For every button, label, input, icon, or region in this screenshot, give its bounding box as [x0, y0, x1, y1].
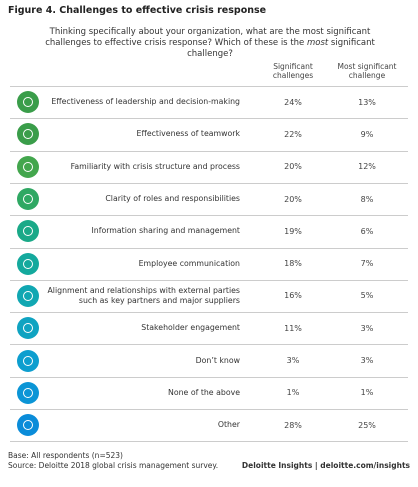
- row-label: Alignment and relationships with externa…: [47, 285, 240, 305]
- column-header: Significant challenges: [272, 62, 314, 80]
- significant-value: 24%: [284, 97, 302, 107]
- most-significant-value: 3%: [360, 356, 374, 366]
- significant-value: 28%: [284, 420, 302, 430]
- row-label: Stakeholder engagement: [141, 323, 240, 333]
- significant-value: 16%: [284, 291, 302, 301]
- question-text: Thinking specifically about your organiz…: [45, 27, 371, 48]
- row-label: Clarity of roles and responsibilities: [105, 194, 240, 204]
- icon-glyph: [23, 420, 33, 431]
- row-icon: [17, 349, 39, 372]
- row-separator: [10, 86, 408, 87]
- icon-glyph: [23, 161, 33, 172]
- row-label: None of the above: [168, 387, 240, 397]
- row-separator: [10, 247, 408, 249]
- significant-value: 22%: [284, 129, 302, 139]
- row-separator: [10, 409, 408, 410]
- icon-glyph: [23, 194, 33, 205]
- most-significant-value: 8%: [360, 194, 374, 204]
- row-icon: [17, 123, 39, 146]
- most-significant-value: 9%: [360, 129, 374, 139]
- row-label: Employee communication: [138, 258, 240, 268]
- row-separator: [10, 312, 408, 314]
- column-header: Most significant challenge: [337, 62, 397, 80]
- significant-value: 18%: [284, 259, 302, 269]
- most-significant-value: 3%: [360, 323, 374, 333]
- most-significant-value: 6%: [360, 226, 374, 236]
- footer-base: Base: All respondents (n=523): [8, 451, 123, 460]
- row-separator: [10, 150, 408, 152]
- significant-value: 20%: [284, 162, 302, 172]
- row-label: Effectiveness of leadership and decision…: [51, 97, 240, 107]
- row-icon: [17, 91, 39, 114]
- row-separator: [10, 182, 408, 184]
- row-separator: [10, 441, 408, 443]
- most-significant-value: 12%: [358, 162, 376, 172]
- icon-glyph: [23, 226, 33, 237]
- significant-value: 20%: [284, 194, 302, 204]
- icon-glyph: [23, 129, 33, 140]
- most-significant-value: 5%: [360, 291, 374, 301]
- row-label: Don’t know: [195, 355, 240, 365]
- row-icon: [17, 155, 39, 178]
- row-separator: [10, 215, 408, 217]
- question-text: significant challenge?: [187, 38, 375, 59]
- significant-value: 19%: [284, 226, 302, 236]
- row-icon: [17, 220, 39, 243]
- row-label: Other: [217, 420, 240, 430]
- icon-glyph: [23, 355, 33, 366]
- row-label: Familiarity with crisis structure and pr…: [70, 161, 240, 171]
- row-icon: [17, 317, 39, 340]
- row-label: Effectiveness of teamwork: [136, 129, 240, 139]
- significant-value: 1%: [286, 388, 300, 398]
- question: Thinking specifically about your organiz…: [40, 27, 380, 60]
- title: Figure 4. Challenges to effective crisis…: [8, 5, 267, 16]
- most-significant-value: 13%: [358, 97, 376, 107]
- question-emphasis: most: [306, 38, 329, 48]
- icon-glyph: [23, 258, 33, 269]
- row-separator: [10, 118, 408, 120]
- significant-value: 3%: [286, 356, 300, 366]
- icon-glyph: [23, 323, 33, 334]
- most-significant-value: 7%: [360, 259, 374, 269]
- icon-glyph: [23, 290, 33, 301]
- row-icon: [17, 188, 39, 211]
- most-significant-value: 25%: [358, 420, 376, 430]
- row-icon: [17, 252, 39, 275]
- significant-value: 11%: [284, 323, 302, 333]
- row-label: Information sharing and management: [91, 226, 240, 236]
- icon-glyph: [23, 387, 33, 398]
- most-significant-value: 1%: [360, 388, 374, 398]
- row-separator: [10, 376, 408, 378]
- icon-glyph: [23, 97, 33, 108]
- row-icon: [17, 414, 39, 437]
- row-separator: [10, 344, 408, 346]
- footer-brand: Deloitte Insights | deloitte.com/insight…: [241, 461, 410, 470]
- footer-source: Source: Deloitte 2018 global crisis mana…: [8, 461, 219, 470]
- row-icon: [17, 284, 39, 307]
- row-separator: [10, 279, 408, 281]
- row-icon: [17, 381, 39, 404]
